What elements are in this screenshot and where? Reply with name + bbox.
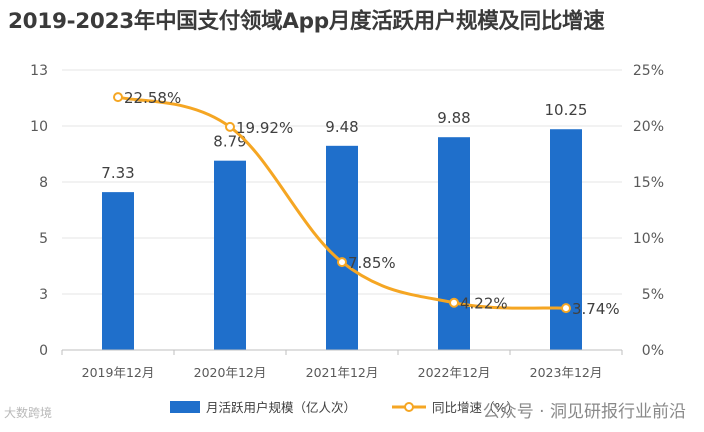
growth-line (117, 95, 567, 310)
right-tick-label: 5% (642, 287, 664, 303)
right-tick-label: 25% (633, 63, 664, 79)
bar (326, 145, 358, 350)
legend-marker-line (404, 402, 414, 412)
legend-label-line: 同比增速（%） (432, 400, 519, 415)
bar-value-label: 7.33 (101, 164, 134, 182)
left-tick-label: 3 (39, 287, 48, 303)
right-tick-label: 0% (642, 343, 664, 359)
line-value-labels: 22.58% 19.92% 7.85% 4.22% 3.74% (124, 89, 620, 318)
right-tick-label: 15% (633, 175, 664, 191)
chart-title: 2019-2023年中国支付领域App月度活跃用户规模及同比增速 (8, 9, 605, 34)
x-tick-label: 2021年12月 (306, 365, 379, 380)
line-value-label: 3.74% (572, 300, 620, 318)
bar-value-label: 8.79 (213, 133, 246, 151)
legend: 月活跃用户规模（亿人次） 同比增速（%） (170, 400, 519, 415)
line-point (337, 257, 347, 268)
watermark-left: 大数跨境 (4, 406, 53, 420)
x-axis: 2019年12月 2020年12月 2021年12月 2022年12月 2023年12月 (61, 349, 623, 380)
legend-label-bar: 月活跃用户规模（亿人次） (206, 400, 356, 415)
right-tick-label: 10% (633, 231, 664, 247)
bar-value-label: 9.88 (437, 109, 470, 127)
bar (438, 137, 470, 350)
right-axis: 0% 5% 10% 15% 20% 25% (633, 63, 664, 359)
x-tick-label: 2022年12月 (418, 365, 491, 380)
watermark-right: 公众号 · 洞见研报行业前沿 (482, 402, 686, 422)
bar-value-label: 9.48 (325, 118, 358, 136)
line-value-label: 19.92% (236, 119, 293, 137)
bar-value-label: 10.25 (545, 101, 588, 119)
line-value-label: 7.85% (348, 254, 396, 272)
bar (214, 160, 246, 350)
line-value-label: 22.58% (124, 89, 181, 107)
right-tick-label: 20% (633, 119, 664, 135)
line-value-label: 4.22% (460, 295, 508, 313)
line-point (561, 303, 571, 314)
left-tick-label: 13 (30, 63, 48, 79)
left-tick-label: 8 (39, 175, 48, 191)
line-point (225, 121, 235, 132)
x-tick-label: 2020年12月 (194, 365, 267, 380)
bar-value-labels: 7.33 8.79 9.48 9.88 10.25 (101, 101, 587, 182)
left-tick-label: 10 (30, 119, 48, 135)
left-tick-label: 0 (39, 343, 48, 359)
left-axis: 0 3 5 8 10 13 (30, 63, 48, 359)
line-series (113, 92, 571, 314)
bar-series (102, 129, 582, 350)
x-tick-label: 2023年12月 (530, 365, 603, 380)
x-tick-label: 2019年12月 (82, 365, 155, 380)
line-point (449, 297, 459, 308)
line-point (113, 92, 123, 103)
bar (102, 192, 134, 350)
bar (550, 129, 582, 350)
legend-swatch-bar (170, 401, 200, 413)
left-tick-label: 5 (39, 231, 48, 247)
